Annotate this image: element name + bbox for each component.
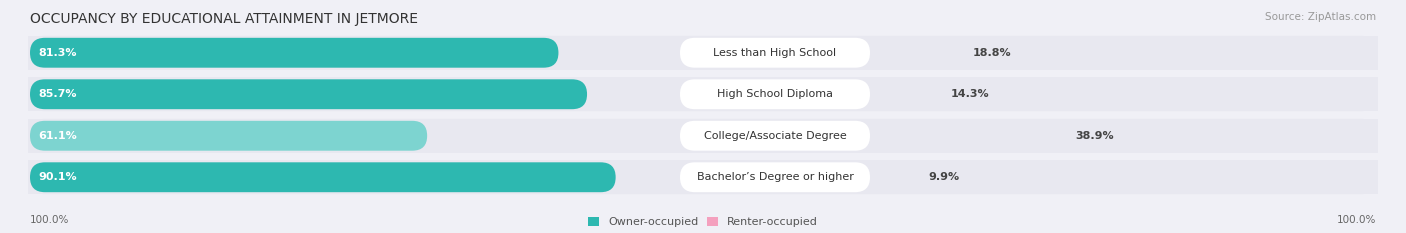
Text: 100.0%: 100.0%: [1337, 215, 1376, 225]
Text: 85.7%: 85.7%: [38, 89, 76, 99]
Text: 18.8%: 18.8%: [973, 48, 1012, 58]
Text: 14.3%: 14.3%: [950, 89, 988, 99]
FancyBboxPatch shape: [28, 119, 1378, 153]
Text: 61.1%: 61.1%: [38, 131, 77, 141]
Text: Source: ZipAtlas.com: Source: ZipAtlas.com: [1265, 12, 1376, 22]
Text: 100.0%: 100.0%: [30, 215, 69, 225]
FancyBboxPatch shape: [28, 77, 1378, 111]
FancyBboxPatch shape: [681, 79, 870, 109]
Text: 90.1%: 90.1%: [38, 172, 76, 182]
FancyBboxPatch shape: [28, 36, 1378, 70]
Text: High School Diploma: High School Diploma: [717, 89, 832, 99]
Legend: Owner-occupied, Renter-occupied: Owner-occupied, Renter-occupied: [588, 217, 818, 227]
Text: College/Associate Degree: College/Associate Degree: [703, 131, 846, 141]
FancyBboxPatch shape: [30, 38, 558, 68]
FancyBboxPatch shape: [681, 121, 870, 151]
Text: Less than High School: Less than High School: [713, 48, 837, 58]
FancyBboxPatch shape: [28, 160, 1378, 194]
FancyBboxPatch shape: [30, 162, 616, 192]
FancyBboxPatch shape: [681, 162, 870, 192]
FancyBboxPatch shape: [30, 121, 427, 151]
Bar: [28, 160, 1378, 194]
FancyBboxPatch shape: [681, 38, 870, 68]
Text: 81.3%: 81.3%: [38, 48, 76, 58]
FancyBboxPatch shape: [30, 79, 588, 109]
Text: 9.9%: 9.9%: [928, 172, 959, 182]
Text: OCCUPANCY BY EDUCATIONAL ATTAINMENT IN JETMORE: OCCUPANCY BY EDUCATIONAL ATTAINMENT IN J…: [30, 12, 418, 26]
Bar: [28, 36, 1378, 70]
Bar: [28, 77, 1378, 111]
Text: Bachelor’s Degree or higher: Bachelor’s Degree or higher: [696, 172, 853, 182]
Bar: [28, 119, 1378, 153]
Text: 38.9%: 38.9%: [1074, 131, 1114, 141]
